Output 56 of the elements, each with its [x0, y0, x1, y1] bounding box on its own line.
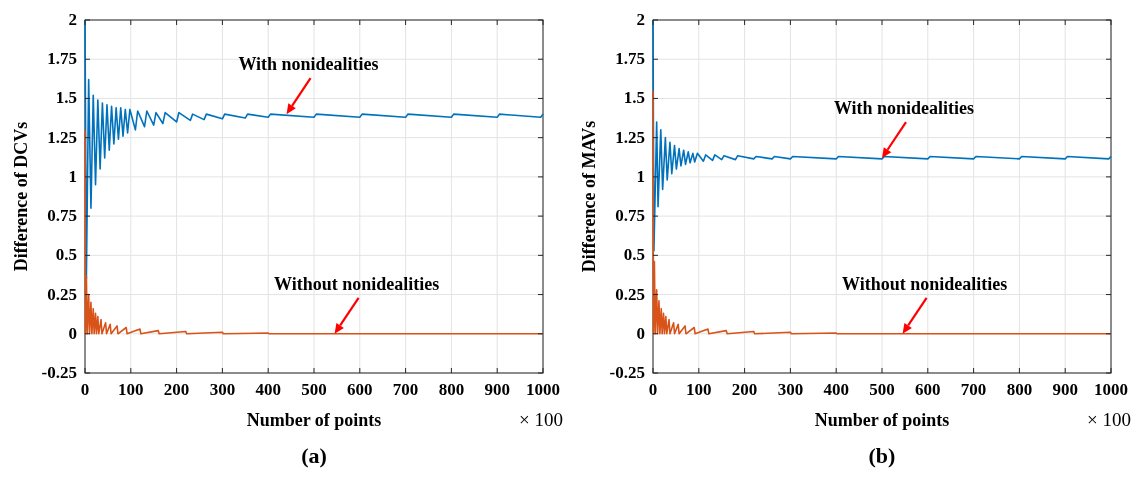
y-tick-label: 2 [636, 10, 645, 29]
y-axis-title: Difference of DCVs [11, 121, 31, 272]
x-tick-label: 0 [648, 380, 658, 399]
x-tick-label: 700 [392, 380, 419, 399]
x-tick-label: 700 [960, 380, 987, 399]
x-tick-label: 200 [731, 380, 758, 399]
x-tick-label: 200 [163, 380, 190, 399]
x-axis-title: Number of points [246, 410, 382, 430]
annotation: Without nonidealities [842, 273, 1008, 294]
y-tick-label: 1.5 [623, 88, 645, 108]
y-tick-label: 1 [68, 166, 77, 186]
x-tick-label: 900 [1052, 380, 1078, 399]
x-tick-label: 500 [301, 380, 327, 399]
x-tick-label: 900 [484, 380, 510, 399]
annotation: Without nonidealities [274, 273, 440, 294]
y-tick-label: 0.25 [47, 284, 77, 304]
y-tick-label: 0 [68, 323, 77, 343]
y-axis-title: Difference of MAVs [579, 120, 599, 273]
text: (a) [301, 443, 327, 468]
y-tick-label: 0.75 [47, 206, 77, 226]
y-tick-label: -0.25 [41, 363, 77, 382]
x-tick-label: 1000 [1094, 380, 1128, 399]
y-tick-label: 1 [636, 166, 645, 186]
x-tick-label: 300 [209, 380, 236, 399]
x-tick-label: 0 [80, 380, 90, 399]
x-tick-label: 300 [777, 380, 804, 399]
y-tick-label: 1.25 [47, 127, 77, 147]
y-tick-label: -0.25 [609, 363, 645, 382]
text: × 100 [1087, 409, 1131, 430]
x-tick-label: 400 [823, 380, 849, 399]
x-axis-title: Number of points [814, 410, 950, 430]
y-tick-label: 1.5 [55, 88, 77, 108]
annotation: With nonidealities [238, 54, 379, 75]
y-tick-label: 0 [636, 323, 645, 343]
y-tick-label: 0.75 [615, 206, 645, 226]
line-series [652, 89, 1112, 335]
y-tick-label: 0.5 [623, 245, 645, 265]
text: × 100 [519, 409, 563, 430]
y-tick-label: 0.5 [55, 245, 77, 265]
y-tick-label: 0.25 [615, 284, 645, 304]
x-tick-label: 1000 [526, 380, 560, 399]
x-tick-label: 100 [686, 380, 712, 399]
x-tick-label: 800 [1006, 380, 1033, 399]
y-tick-label: 2 [68, 10, 77, 29]
y-tick-label: 1.25 [615, 127, 645, 147]
x-tick-label: 800 [438, 380, 465, 399]
x-tick-label: 100 [118, 380, 144, 399]
text: (b) [868, 443, 896, 468]
y-tick-label: 1.75 [615, 49, 645, 69]
y-tick-label: 1.75 [47, 49, 77, 69]
annotation: With nonidealities [833, 98, 975, 119]
x-tick-label: 400 [255, 380, 281, 399]
x-tick-label: 600 [915, 380, 941, 399]
x-tick-label: 500 [869, 380, 895, 399]
line-series [84, 129, 544, 335]
x-tick-label: 600 [347, 380, 373, 399]
